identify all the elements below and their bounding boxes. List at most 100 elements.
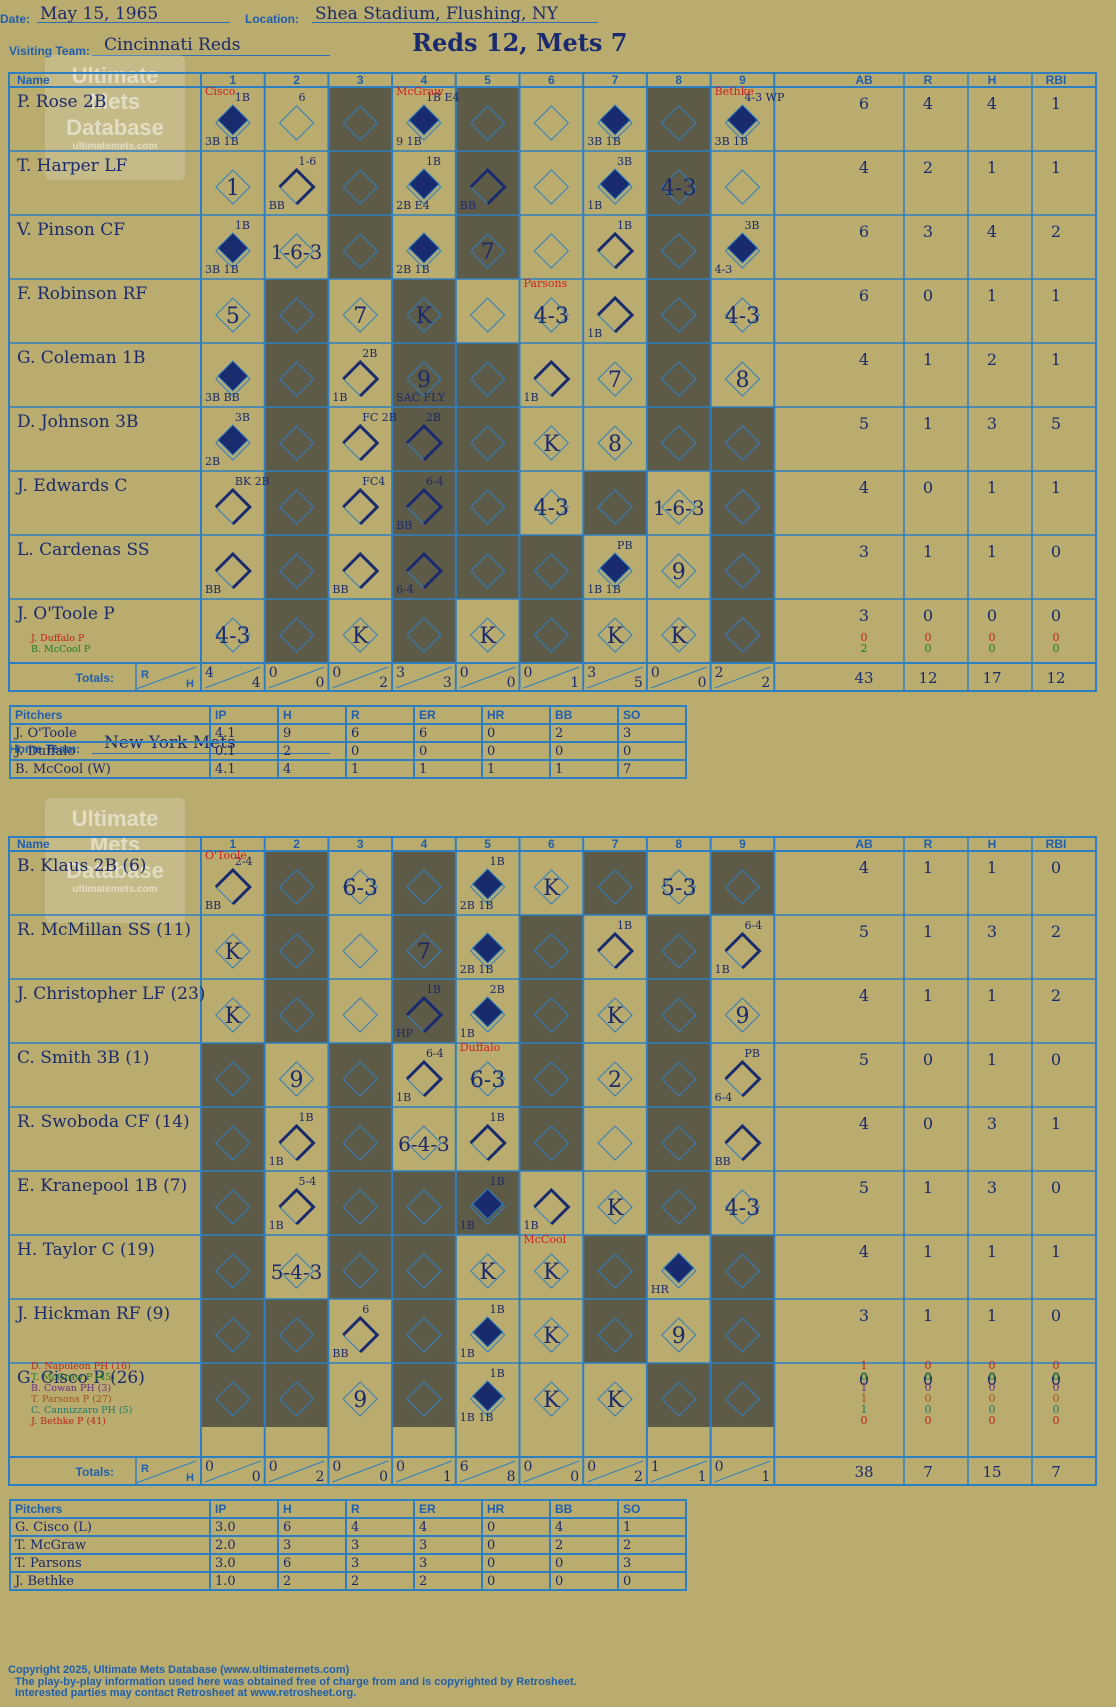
- play-note-top: 1B: [426, 983, 441, 996]
- inning-hits: 2: [761, 675, 770, 691]
- shaded-cell: [328, 1235, 393, 1299]
- player-stat-rbi: 0: [1051, 542, 1061, 561]
- play-note-top: 2-4: [235, 855, 253, 868]
- location-underline: [312, 22, 598, 23]
- substitute-name: J. Duffalo P: [30, 633, 85, 644]
- base-diamond-outline: [278, 1189, 315, 1225]
- inning-total-slash: [523, 1460, 580, 1483]
- pitchers-header-cell: R: [345, 1499, 415, 1519]
- basepath-line: [469, 1123, 507, 1162]
- inning-runs: 3: [396, 665, 405, 681]
- shaded-cell: [328, 1171, 393, 1235]
- pitcher-row: J. Duffalo 0.1 2 0 0 0 0 0: [9, 741, 687, 761]
- stat-header-r: R: [924, 73, 933, 87]
- player-stat-r: 0: [923, 286, 933, 305]
- base-diamond-outline: [406, 297, 442, 333]
- inning-total-slash: [459, 1460, 516, 1483]
- substitute-stat: 0: [989, 1403, 996, 1416]
- shaded-cell: [646, 1043, 711, 1107]
- pitcher-cell: 2: [345, 1571, 415, 1591]
- player-stat-ab: 4: [859, 986, 869, 1005]
- base-diamond-outline: [724, 1189, 761, 1225]
- play-note-bottom: HP: [396, 1027, 414, 1040]
- base-diamond-outline: [278, 869, 315, 905]
- player-name: G. Cisco P (26): [17, 1368, 145, 1388]
- inning-header-8: 8: [675, 837, 682, 851]
- base-diamond-outline: [469, 425, 506, 461]
- play-note-top: 4-3 WP: [744, 91, 785, 104]
- base-diamond-outline: [342, 617, 378, 653]
- pitcher-cell: T. Parsons: [9, 1553, 211, 1573]
- inning-total-slash: [587, 1460, 644, 1483]
- shaded-cell: [583, 1299, 647, 1363]
- substitute-stat: 0: [861, 631, 868, 644]
- pitcher-cell: J. Duffalo: [9, 741, 211, 761]
- base-diamond-outline: [533, 169, 570, 205]
- player-stat-rbi: 1: [1051, 94, 1061, 113]
- shaded-cell: [201, 1043, 265, 1107]
- player-name: C. Smith 3B (1): [17, 1048, 149, 1068]
- play-notation: K: [225, 940, 242, 965]
- inning-header-6: 6: [548, 837, 555, 851]
- run-scored-diamond: [217, 360, 249, 392]
- substitute-stat: 0: [925, 1414, 932, 1427]
- inning-runs: 6: [460, 1459, 469, 1475]
- play-notation: 6-4-3: [398, 1132, 450, 1156]
- base-diamond-outline: [533, 297, 570, 333]
- play-note-top: 1B: [490, 855, 505, 868]
- substitute-stat: 0: [989, 1370, 996, 1383]
- pitching-change-label: Parsons: [524, 277, 568, 290]
- run-scored-diamond: [726, 104, 759, 136]
- player-name: B. Klaus 2B (6): [17, 856, 146, 876]
- player-stat-r: 0: [923, 1050, 933, 1069]
- pitcher-cell: 4.1: [209, 723, 279, 743]
- play-note-bottom: 6-4: [396, 583, 414, 596]
- pitcher-cell: 0: [617, 741, 687, 761]
- inning-runs: 0: [269, 665, 278, 681]
- base-diamond-outline: [469, 1125, 506, 1161]
- logo-line-1: Ultimate: [71, 63, 159, 88]
- play-notation: K: [543, 1260, 560, 1285]
- run-scored-diamond: [471, 1380, 504, 1412]
- inning-total-slash: [332, 1460, 389, 1483]
- pitcher-row: J. O'Toole 4.1 9 6 6 0 2 3: [9, 723, 687, 743]
- pitcher-cell: 1: [481, 759, 551, 779]
- inning-total-slash: [395, 666, 452, 689]
- inning-header-3: 3: [357, 837, 364, 851]
- play-note-bottom: BB: [396, 519, 412, 532]
- inning-header-3: 3: [357, 73, 364, 87]
- play-notation: 4-3: [725, 1196, 760, 1221]
- player-stat-r: 1: [923, 922, 933, 941]
- team-total-h: 15: [982, 1463, 1001, 1481]
- play-notation: K: [607, 1196, 624, 1221]
- player-stat-r: 1: [923, 986, 933, 1005]
- pitcher-row: J. Bethke 1.0 2 2 2 0 0 0: [9, 1571, 687, 1591]
- inning-total-slash: [714, 666, 771, 689]
- base-diamond-outline: [215, 1381, 251, 1417]
- player-name: F. Robinson RF: [17, 284, 147, 304]
- base-diamond-outline: [215, 1061, 251, 1097]
- base-diamond-outline: [661, 105, 697, 141]
- base-diamond-outline: [215, 1189, 251, 1225]
- team-total-r: 7: [923, 1463, 933, 1481]
- totals-r-label: R: [141, 669, 149, 681]
- inning-hits: 5: [634, 675, 643, 691]
- base-diamond-outline: [724, 297, 761, 333]
- pitcher-cell: 3: [617, 1553, 687, 1573]
- pitcher-cell: 6: [277, 1553, 347, 1573]
- substitute-stat: 0: [989, 1414, 996, 1427]
- play-notation: 5: [226, 304, 240, 329]
- base-diamond-outline: [661, 297, 697, 333]
- substitute-stat: 0: [1053, 1359, 1060, 1372]
- player-stat-ab: 4: [859, 158, 869, 177]
- inning-total-slash: [204, 666, 261, 689]
- basepath-line: [342, 359, 380, 398]
- inning-hits: 0: [315, 675, 324, 691]
- player-stat-rbi: 1: [1051, 1242, 1061, 1261]
- base-diamond-outline: [215, 1253, 251, 1289]
- play-note-top: FC4: [362, 475, 385, 488]
- base-diamond-outline: [597, 489, 633, 525]
- pitcher-cell: 4: [549, 1517, 619, 1537]
- substitute-stat: 0: [1053, 1370, 1060, 1383]
